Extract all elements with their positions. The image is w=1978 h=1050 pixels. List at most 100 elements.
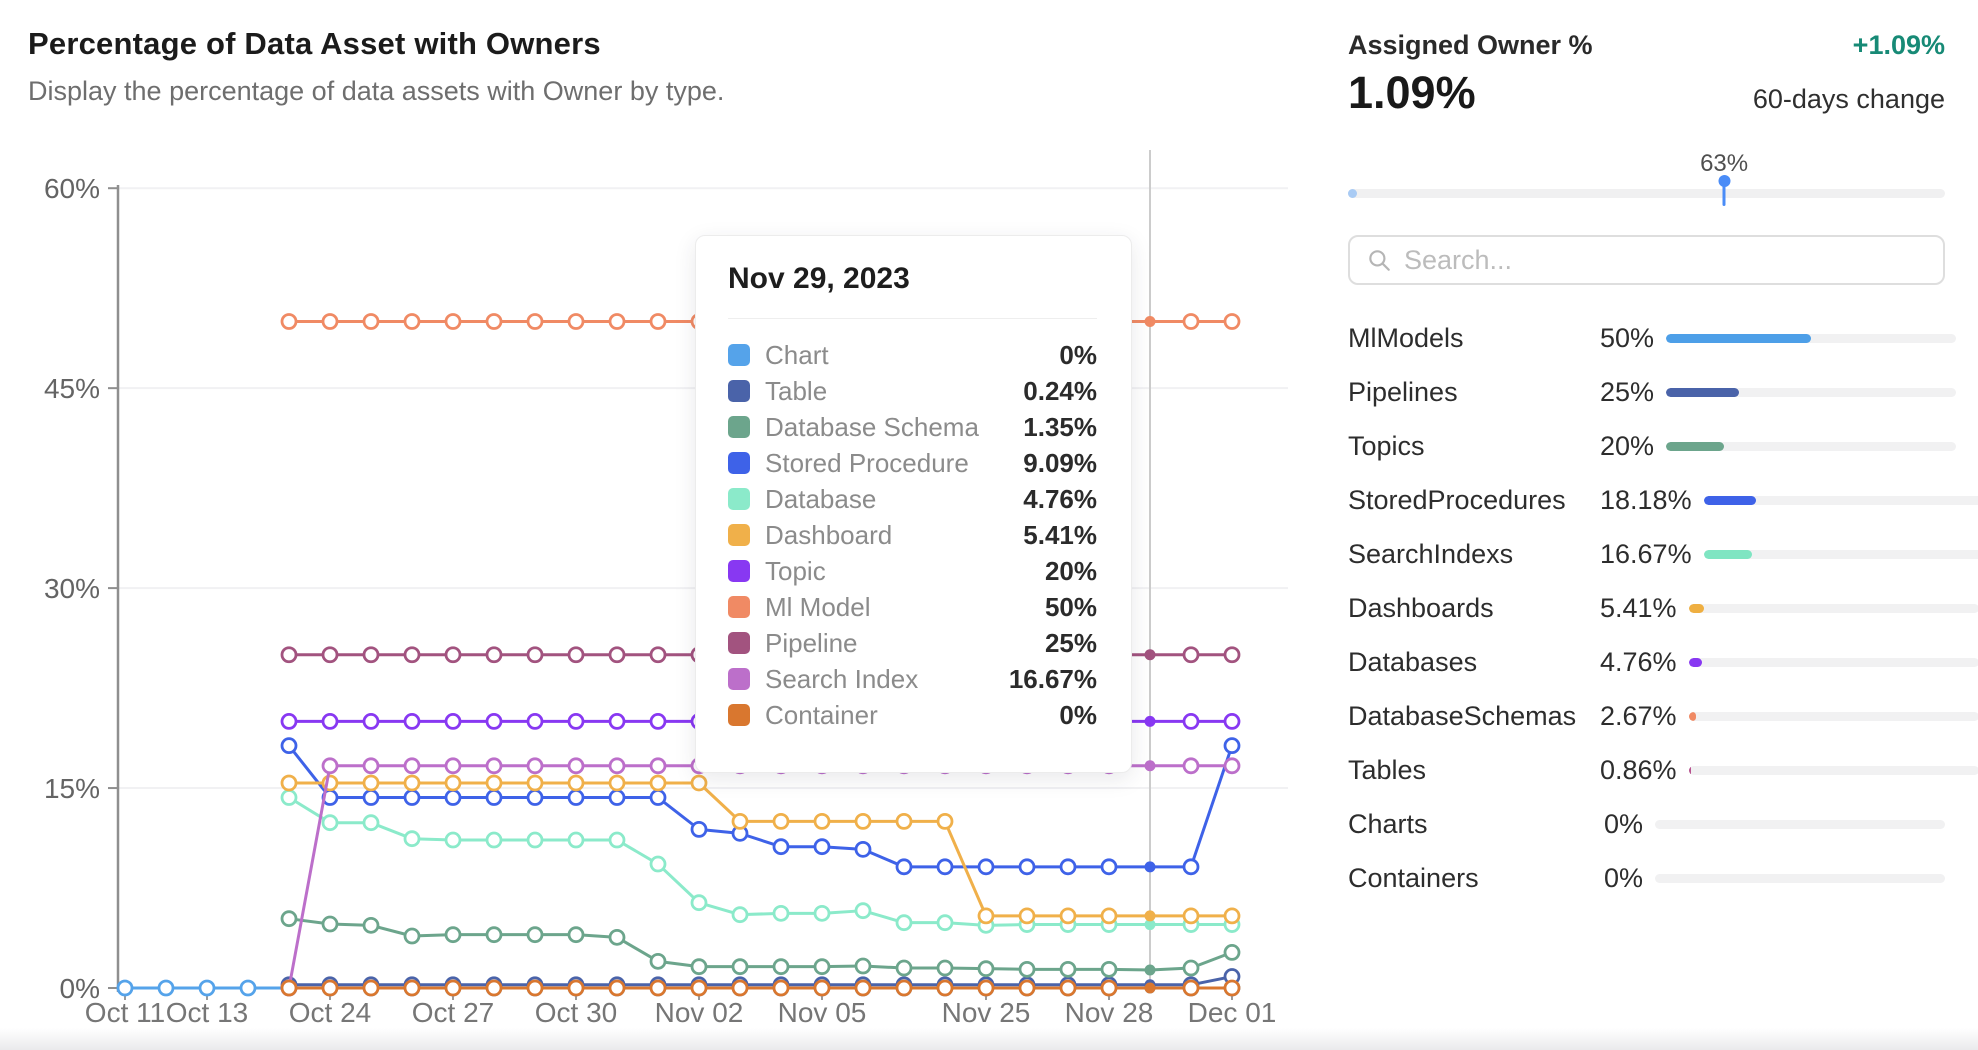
data-point[interactable] <box>280 737 298 755</box>
data-point[interactable] <box>526 831 544 849</box>
data-point[interactable] <box>362 713 380 730</box>
data-point[interactable] <box>772 904 790 922</box>
data-point[interactable] <box>813 979 831 997</box>
data-point[interactable] <box>1223 944 1241 961</box>
hover-point[interactable] <box>1144 715 1156 727</box>
data-point[interactable] <box>1018 960 1036 978</box>
data-point[interactable] <box>731 906 749 924</box>
data-point[interactable] <box>977 907 995 925</box>
data-point[interactable] <box>854 902 872 920</box>
data-point[interactable] <box>1018 858 1036 876</box>
data-point[interactable] <box>608 774 626 792</box>
data-point[interactable] <box>1182 959 1200 977</box>
data-point[interactable] <box>526 757 544 775</box>
data-point[interactable] <box>895 979 913 997</box>
data-point[interactable] <box>362 646 380 664</box>
data-point[interactable] <box>485 713 503 730</box>
data-point[interactable] <box>936 914 954 932</box>
data-point[interactable] <box>936 858 954 876</box>
data-point[interactable] <box>362 979 380 997</box>
data-point[interactable] <box>731 979 749 997</box>
data-point[interactable] <box>813 812 831 830</box>
data-point[interactable] <box>485 646 503 664</box>
data-point[interactable] <box>403 713 421 730</box>
data-point[interactable] <box>649 789 667 806</box>
data-point[interactable] <box>977 979 995 997</box>
data-point[interactable] <box>608 789 626 806</box>
hover-point[interactable] <box>1144 861 1156 873</box>
data-point[interactable] <box>1223 757 1241 775</box>
data-point[interactable] <box>485 313 503 330</box>
hover-point[interactable] <box>1144 760 1156 772</box>
data-point[interactable] <box>485 789 503 806</box>
data-point[interactable] <box>690 979 708 997</box>
data-point[interactable] <box>649 646 667 664</box>
data-point[interactable] <box>731 958 749 976</box>
data-point[interactable] <box>157 979 175 997</box>
data-point[interactable] <box>403 830 421 848</box>
data-point[interactable] <box>321 713 339 730</box>
data-point[interactable] <box>444 757 462 775</box>
data-point[interactable] <box>362 789 380 806</box>
data-point[interactable] <box>608 757 626 775</box>
asset-row[interactable]: SearchIndexs 16.67% <box>1348 527 1978 581</box>
data-point[interactable] <box>526 646 544 664</box>
data-point[interactable] <box>649 713 667 730</box>
data-point[interactable] <box>526 789 544 806</box>
asset-row[interactable]: Dashboards 5.41% <box>1348 581 1978 635</box>
data-point[interactable] <box>444 979 462 997</box>
data-point[interactable] <box>854 812 872 830</box>
asset-row[interactable]: Databases 4.76% <box>1348 635 1978 689</box>
data-point[interactable] <box>936 979 954 997</box>
data-point[interactable] <box>239 979 257 997</box>
data-point[interactable] <box>321 915 339 933</box>
hover-point[interactable] <box>1144 910 1156 922</box>
data-point[interactable] <box>608 979 626 997</box>
data-point[interactable] <box>362 814 380 832</box>
hover-point[interactable] <box>1144 982 1156 994</box>
data-point[interactable] <box>1223 979 1241 997</box>
search-box[interactable] <box>1348 235 1945 285</box>
data-point[interactable] <box>444 926 462 944</box>
data-point[interactable] <box>1223 713 1241 730</box>
data-point[interactable] <box>1100 960 1118 978</box>
hover-point[interactable] <box>1144 964 1156 976</box>
data-point[interactable] <box>485 774 503 792</box>
data-point[interactable] <box>895 858 913 876</box>
slider-marker[interactable] <box>1722 182 1726 206</box>
data-point[interactable] <box>444 831 462 849</box>
data-point[interactable] <box>854 957 872 975</box>
data-point[interactable] <box>1182 907 1200 925</box>
data-point[interactable] <box>1100 907 1118 925</box>
data-point[interactable] <box>895 959 913 977</box>
data-point[interactable] <box>1018 907 1036 925</box>
data-point[interactable] <box>690 958 708 976</box>
data-point[interactable] <box>1182 646 1200 664</box>
data-point[interactable] <box>526 979 544 997</box>
data-point[interactable] <box>608 713 626 730</box>
data-point[interactable] <box>649 774 667 792</box>
data-point[interactable] <box>403 789 421 806</box>
asset-row[interactable]: Pipelines 25% <box>1348 365 1957 419</box>
data-point[interactable] <box>444 713 462 730</box>
data-point[interactable] <box>1182 757 1200 775</box>
data-point[interactable] <box>1059 960 1077 978</box>
data-point[interactable] <box>977 858 995 876</box>
data-point[interactable] <box>1223 646 1241 664</box>
line-chart[interactable]: 0% 15% 30% 45% 60% Oct 11 Oct 13 Oct 24 Oct 27 Oc… <box>0 0 1340 1050</box>
data-point[interactable] <box>772 812 790 830</box>
data-point[interactable] <box>526 926 544 944</box>
slider-track[interactable] <box>1348 189 1945 198</box>
data-point[interactable] <box>280 910 298 928</box>
data-point[interactable] <box>690 774 708 792</box>
asset-row[interactable]: DatabaseSchemas 2.67% <box>1348 689 1978 743</box>
data-point[interactable] <box>485 831 503 849</box>
data-point[interactable] <box>567 774 585 792</box>
data-point[interactable] <box>280 789 298 806</box>
data-point[interactable] <box>526 713 544 730</box>
data-point[interactable] <box>321 979 339 997</box>
asset-row[interactable]: Charts 0% <box>1348 797 1945 851</box>
data-point[interactable] <box>1059 858 1077 876</box>
data-point[interactable] <box>1100 979 1118 997</box>
asset-row[interactable]: Tables 0.86% <box>1348 743 1978 797</box>
